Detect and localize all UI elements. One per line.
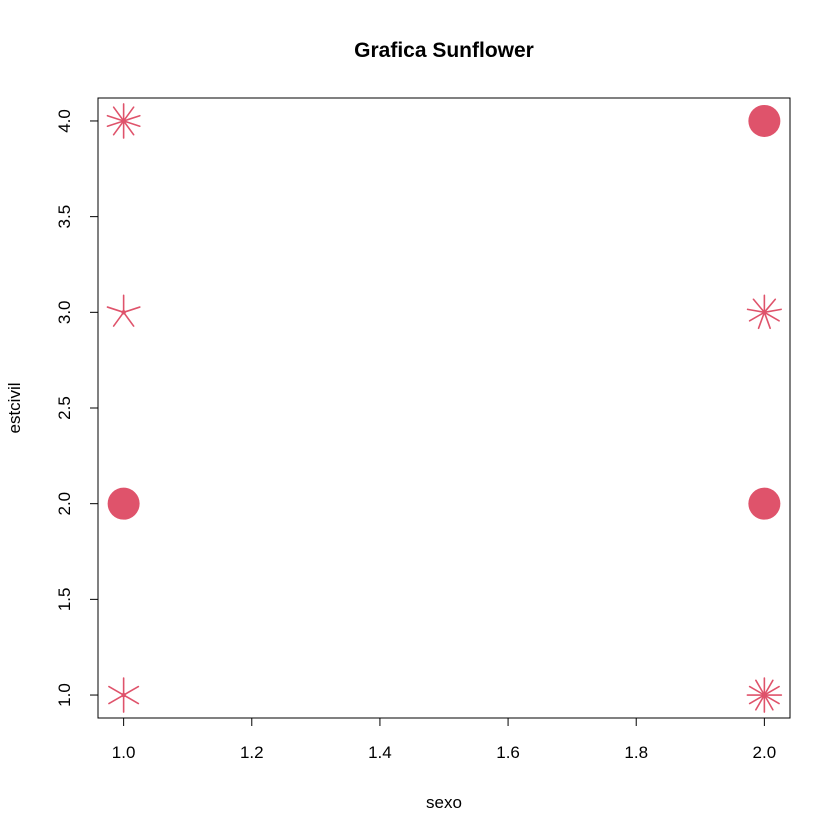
sunflower-point <box>107 295 139 326</box>
sunflower-petal <box>124 312 134 326</box>
y-axis: 1.0 1.5 2.0 2.5 3.0 3.5 4.0 <box>55 109 98 707</box>
sunflower-center <box>121 693 125 697</box>
sunflower-petal <box>109 687 124 696</box>
sunflower-petal <box>124 695 139 704</box>
x-tick-label: 1.4 <box>368 743 392 762</box>
sunflower-center <box>762 693 766 697</box>
y-tick-label: 4.0 <box>55 109 74 133</box>
sunflower-center <box>121 310 125 314</box>
x-tick-label: 1.0 <box>112 743 136 762</box>
sunflower-point <box>748 295 781 328</box>
sunflower-center <box>121 119 125 123</box>
y-tick-label: 1.0 <box>55 683 74 707</box>
sunflower-point <box>748 105 780 137</box>
y-tick-label: 1.5 <box>55 588 74 612</box>
sunflower-petal <box>107 307 123 312</box>
sunflower-point <box>108 488 140 520</box>
sunflower-point <box>109 678 138 712</box>
data-points <box>107 104 781 712</box>
chart-title: Grafica Sunflower <box>354 39 534 62</box>
x-tick-label: 1.2 <box>240 743 264 762</box>
y-axis-label: estcivil <box>5 382 24 433</box>
sunflower-center <box>762 310 766 314</box>
sunflower-point <box>107 104 139 138</box>
y-tick-label: 3.5 <box>55 205 74 229</box>
x-tick-label: 1.8 <box>624 743 648 762</box>
x-axis-label: sexo <box>426 793 462 812</box>
sunflower-petal <box>114 312 124 326</box>
y-tick-label: 2.5 <box>55 396 74 420</box>
x-tick-label: 2.0 <box>753 743 777 762</box>
sunflower-petal <box>109 695 124 704</box>
sunflower-point <box>747 678 781 712</box>
y-tick-label: 2.0 <box>55 492 74 516</box>
sunflower-petal <box>124 687 139 696</box>
x-tick-label: 1.6 <box>496 743 520 762</box>
x-axis: 1.0 1.2 1.4 1.6 1.8 2.0 <box>112 718 776 762</box>
y-tick-label: 3.0 <box>55 301 74 325</box>
sunflower-petal <box>124 307 140 312</box>
plot-frame <box>98 98 790 718</box>
sunflower-point <box>748 488 780 520</box>
